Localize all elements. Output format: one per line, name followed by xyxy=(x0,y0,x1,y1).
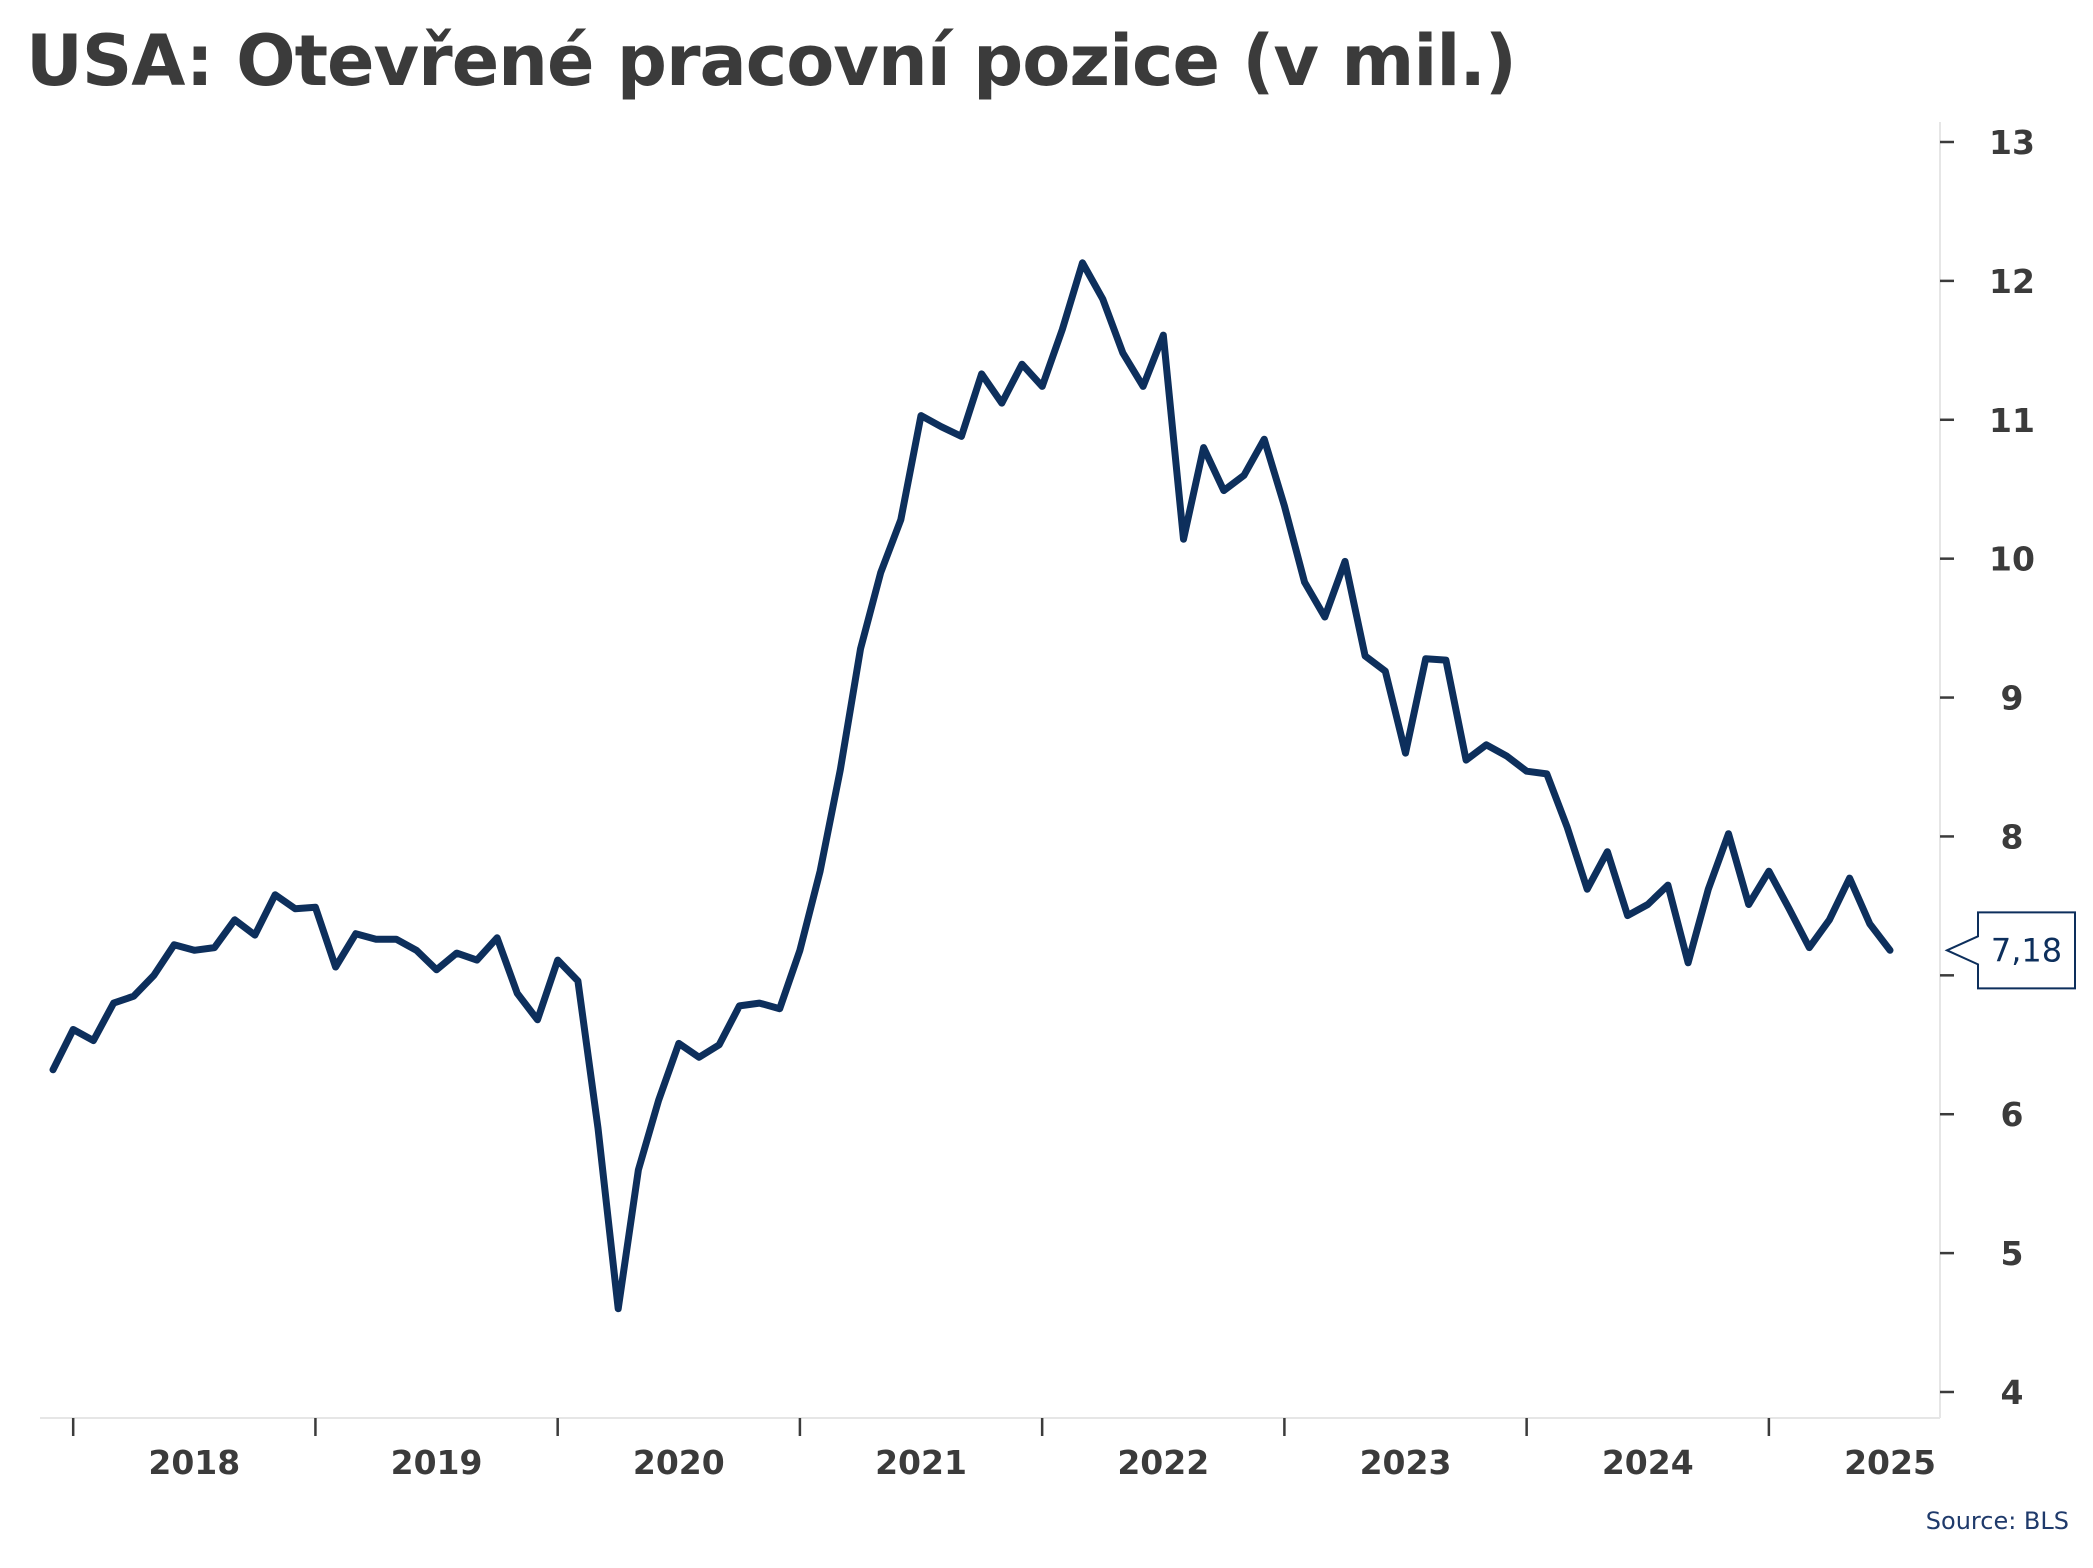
x-tick-label: 2024 xyxy=(1602,1443,1694,1482)
y-tick-label: 12 xyxy=(1989,262,2035,301)
x-axis: 2018 2019 2020 2021 2022 2023 2024 2025 xyxy=(40,1417,1940,1482)
x-tick-label: 2025 xyxy=(1844,1443,1936,1482)
callout-box xyxy=(1944,911,2076,990)
y-tick-label: 6 xyxy=(2001,1095,2024,1134)
y-tick-label: 13 xyxy=(1989,123,2035,162)
y-tick-label: 9 xyxy=(2001,679,2024,718)
x-tick-label: 2019 xyxy=(391,1443,483,1482)
y-tick-label: 10 xyxy=(1989,540,2035,579)
chart-title: USA: Otevřené pracovní pozice (v mil.) xyxy=(26,20,1517,102)
source-note: Source: BLS xyxy=(1925,1507,2069,1535)
y-tick-label: 11 xyxy=(1989,401,2035,440)
x-tick-label: 2022 xyxy=(1117,1443,1209,1482)
last-value-callout: 7,18 xyxy=(1944,911,2076,990)
x-tick-label: 2021 xyxy=(875,1443,967,1482)
series-line-job-openings xyxy=(49,259,1894,1313)
x-tick-label: 2018 xyxy=(148,1443,240,1482)
y-tick-label: 5 xyxy=(2001,1234,2024,1273)
y-axis: 45678910111213 xyxy=(1939,122,2035,1418)
y-tick-label: 4 xyxy=(2001,1373,2024,1412)
x-tick-label: 2023 xyxy=(1360,1443,1452,1482)
y-tick-label: 8 xyxy=(2001,817,2024,856)
last-value-label: 7,18 xyxy=(1991,931,2062,969)
x-tick-label: 2020 xyxy=(633,1443,725,1482)
